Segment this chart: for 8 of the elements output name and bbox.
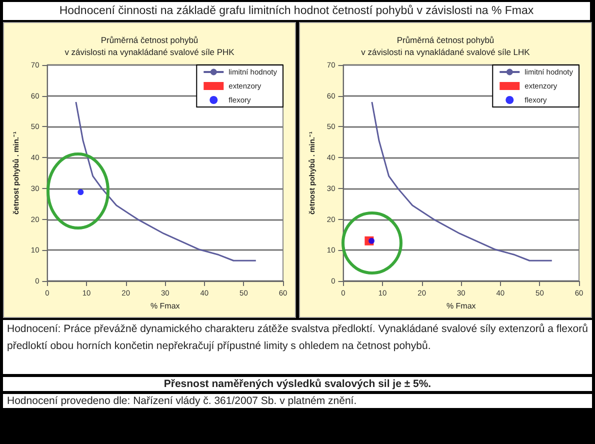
text: Hodnocení: Práce převážně dynamického charakteru zátěže svalstva předloktí. Vynakládané svalové síly extenzorů a flexorů předloktí obou horních končetin nepřekračují přípustné limity s ohledem na četnost pohybů. bbox=[3, 320, 592, 374]
chart-title: Průměrná četnost pohybů v závislosti na vynakládané svalové síle LHK bbox=[361, 35, 530, 57]
x-axis-title: % Fmax bbox=[150, 301, 180, 310]
text: Přesnost naměřených výsledků svalových sil je ± 5%. bbox=[3, 377, 592, 391]
x-axis-title: % Fmax bbox=[446, 301, 476, 310]
text: Hodnocení činnosti na základě grafu limitních hodnot četností pohybů v závislosti na % Fmax bbox=[3, 2, 590, 20]
chart-title: Průměrná četnost pohybů v závislosti na vynakládané svalové síle PHK bbox=[64, 35, 235, 57]
text: Hodnocení provedeno dle: Nařízení vlády č. 361/2007 Sb. v platném znění. bbox=[3, 394, 592, 408]
